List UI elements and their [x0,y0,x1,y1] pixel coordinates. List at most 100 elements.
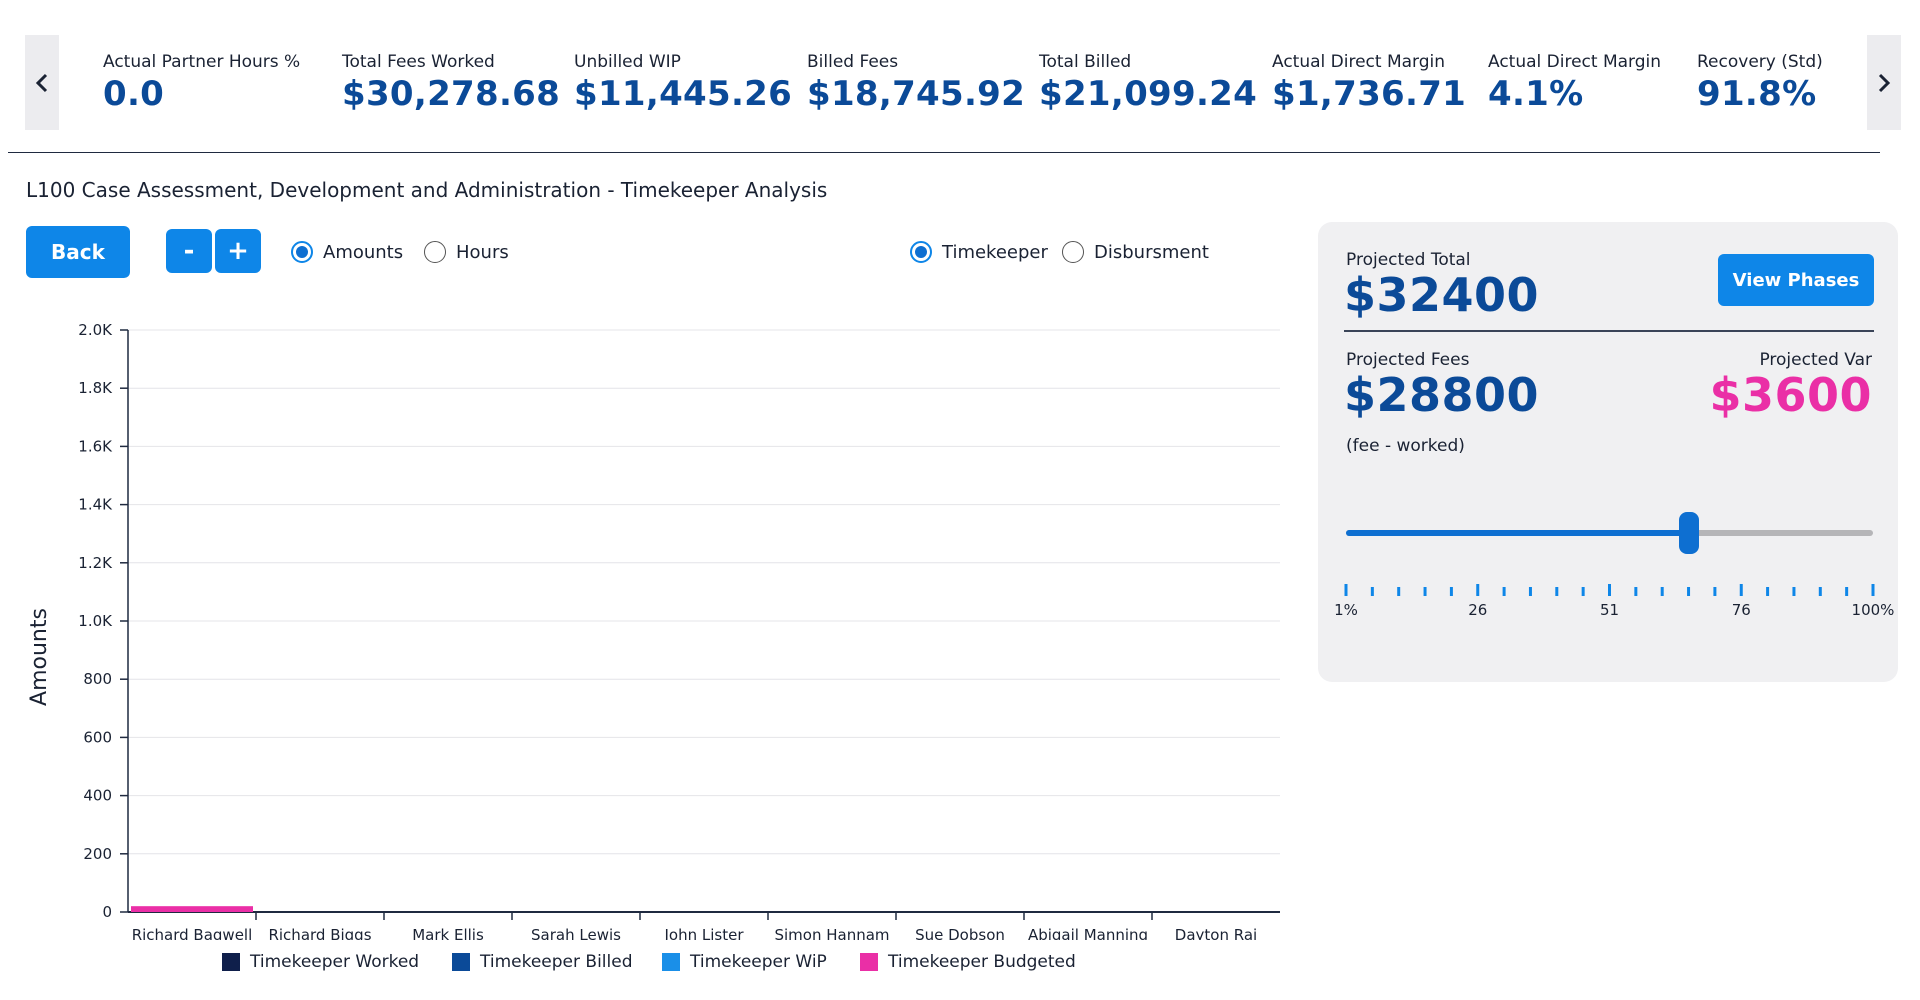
fee-note: (fee - worked) [1346,436,1465,456]
radio-amounts[interactable]: Amounts [291,241,403,263]
x-tick-label: Mark Ellis [412,926,484,940]
radio-label: Timekeeper [942,241,1048,263]
kpi-value: 0.0 [103,74,165,114]
x-tick-label: Dayton Rai [1175,926,1257,940]
kpi-label: Unbilled WIP [574,52,681,72]
projection-slider-track[interactable] [1346,530,1873,536]
legend-label: Timekeeper WiP [690,952,827,972]
projected-var-label: Projected Var [1759,350,1872,370]
projected-fees-value: $28800 [1344,368,1540,422]
x-tick-label: Sarah Lewis [531,926,621,940]
legend-item-wip[interactable]: Timekeeper WiP [662,952,827,972]
back-button[interactable]: Back [26,226,130,278]
y-tick-label: 1.4K [78,496,113,514]
y-tick-label: 0 [102,903,112,921]
radio-hours[interactable]: Hours [424,241,509,263]
projected-var-value: $3600 [1709,368,1872,422]
slider-scale-label: 26 [1468,601,1487,619]
radio-indicator[interactable] [910,241,932,263]
header-divider [8,152,1880,153]
x-tick-label: John Lister [664,926,745,940]
legend-item-budgeted[interactable]: Timekeeper Budgeted [860,952,1076,972]
projected-fees-label: Projected Fees [1346,350,1470,370]
x-tick-label: Richard Biggs [268,926,371,940]
radio-indicator[interactable] [424,241,446,263]
radio-label: Hours [456,241,509,263]
kpi-value: $11,445.26 [574,74,793,114]
y-tick-label: 1.0K [78,612,113,630]
legend-label: Timekeeper Worked [250,952,420,972]
radio-label: Disbursment [1094,241,1209,263]
kpi-unbilled-wip: Unbilled WIP $11,445.26 [574,52,792,114]
kpi-label: Recovery (Std) [1697,52,1823,72]
kpi-value: 91.8% [1697,74,1817,114]
projection-panel: Projected Total $32400 View Phases Proje… [1318,222,1898,682]
kpi-billed-fees: Billed Fees $18,745.92 [807,52,1025,114]
legend-item-billed[interactable]: Timekeeper Billed [452,952,633,972]
kpi-label: Total Billed [1039,52,1132,72]
chevron-right-icon [1878,73,1891,92]
y-tick-label: 2.0K [78,321,113,339]
y-tick-label: 1.2K [78,554,113,572]
radio-timekeeper[interactable]: Timekeeper [910,241,1048,263]
legend-swatch [860,953,878,971]
view-phases-button[interactable]: View Phases [1718,254,1874,306]
x-tick-label: Richard Bagwell [132,926,253,940]
kpi-next-button[interactable] [1867,35,1901,130]
y-tick-label: 200 [83,845,112,863]
y-axis-title: Amounts [27,608,52,706]
kpi-prev-button[interactable] [25,35,59,130]
timekeeper-bar-chart: 0 200 400 600 800 1.0K 1.2K 1.4K 1.6K 1.8K 2.0K Amo… [27,321,1280,940]
kpi-value: $1,736.71 [1272,74,1467,114]
kpi-value: 4.1% [1488,74,1584,114]
kpi-actual-direct-margin-percent: Actual Direct Margin 4.1% [1488,52,1661,114]
projection-slider-thumb[interactable] [1678,512,1699,554]
radio-indicator[interactable] [1062,241,1084,263]
x-tick-label: Abigail Manning [1028,926,1148,940]
radio-label: Amounts [323,241,404,263]
radio-indicator[interactable] [291,241,313,263]
page-title: L100 Case Assessment, Development and Ad… [26,178,828,202]
slider-scale-label: 76 [1732,601,1751,619]
slider-scale-label: 51 [1600,601,1619,619]
kpi-label: Total Fees Worked [342,52,495,72]
legend-swatch [222,953,240,971]
y-tick-label: 600 [83,728,112,746]
kpi-strip: Actual Partner Hours % 0.0 Total Fees Wo… [25,35,1901,130]
y-tick-label: 400 [83,787,112,805]
zoom-in-button[interactable]: + [215,229,261,273]
slider-scale-label: 100% [1852,601,1895,619]
slider-scale-label: 1% [1334,601,1358,619]
kpi-actual-direct-margin-amount: Actual Direct Margin $1,736.71 [1272,52,1466,114]
y-tick-label: 1.6K [78,437,113,455]
projected-total-label: Projected Total [1346,250,1471,270]
x-tick-label: Sue Dobson [915,926,1005,940]
bar [131,906,253,912]
x-tick-label: Simon Hannam [774,926,889,940]
kpi-total-fees-worked: Total Fees Worked $30,278.68 [342,52,560,114]
kpi-total-billed: Total Billed $21,099.24 [1039,52,1257,114]
kpi-actual-partner-hours: Actual Partner Hours % 0.0 [103,52,300,114]
y-tick-label: 800 [83,670,112,688]
kpi-label: Billed Fees [807,52,899,72]
kpi-recovery-std: Recovery (Std) 91.8% [1697,52,1823,114]
kpi-value: $18,745.92 [807,74,1026,114]
slider-scale: 1% 26 51 76 100% [1334,584,1895,619]
kpi-label: Actual Partner Hours % [103,52,301,72]
legend-swatch [452,953,470,971]
projection-slider-fill [1346,530,1689,536]
kpi-value: $30,278.68 [342,74,561,114]
y-tick-label: 1.8K [78,379,113,397]
radio-disbursment[interactable]: Disbursment [1062,241,1209,263]
legend-label: Timekeeper Budgeted [888,952,1076,972]
chevron-left-icon [35,73,48,92]
panel-divider [1344,330,1874,332]
kpi-label: Actual Direct Margin [1272,52,1446,72]
kpi-label: Actual Direct Margin [1488,52,1662,72]
kpi-value: $21,099.24 [1039,74,1258,114]
zoom-out-button[interactable]: - [166,229,212,273]
legend-item-worked[interactable]: Timekeeper Worked [222,952,419,972]
legend-swatch [662,953,680,971]
projected-total-value: $32400 [1344,268,1540,322]
legend-label: Timekeeper Billed [480,952,633,972]
